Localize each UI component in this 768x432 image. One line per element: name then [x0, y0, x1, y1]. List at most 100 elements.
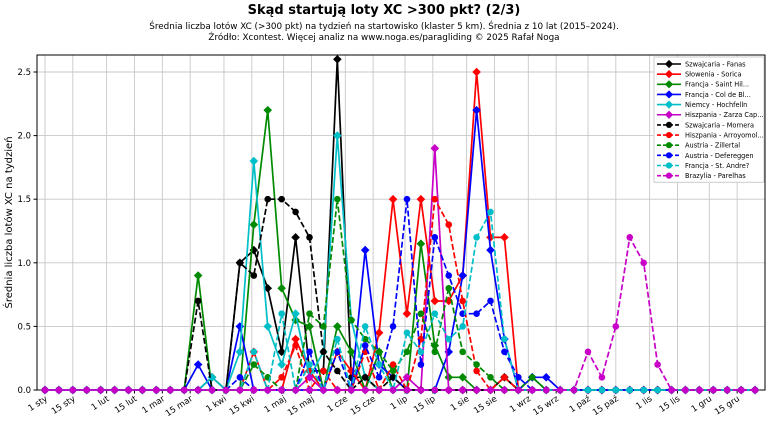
data-point-circle	[306, 310, 313, 317]
data-point-circle	[665, 162, 673, 169]
data-point-circle	[640, 259, 647, 267]
data-point-circle	[250, 348, 258, 356]
data-point-circle	[278, 195, 285, 203]
series-line	[45, 199, 756, 393]
legend-item: Francja - St. Andre?	[657, 162, 750, 170]
data-point-circle	[194, 297, 202, 305]
data-point-circle	[166, 386, 174, 394]
data-point-circle	[403, 348, 411, 356]
data-point-circle	[528, 373, 536, 381]
data-point-circle	[194, 386, 202, 394]
data-point-circle	[389, 373, 397, 381]
data-point-circle	[640, 386, 647, 394]
data-point-circle	[542, 386, 550, 394]
data-point-circle	[83, 386, 91, 394]
x-tick-label: 1 sie	[449, 394, 471, 413]
series-7	[41, 195, 759, 394]
data-point-circle	[431, 234, 439, 241]
data-point-diamond	[249, 156, 259, 166]
x-tick-label: 15 mar	[164, 394, 195, 419]
data-point-circle	[292, 386, 299, 394]
x-tick-label: 1 lis	[634, 394, 654, 412]
data-point-circle	[69, 386, 77, 394]
data-point-diamond	[458, 271, 467, 280]
series-8	[41, 195, 759, 394]
x-tick-label: 1 gru	[690, 394, 714, 415]
data-point-circle	[487, 208, 494, 216]
legend-box	[653, 56, 765, 183]
data-point-diamond	[305, 372, 314, 382]
data-point-circle	[278, 310, 285, 317]
data-point-diamond	[235, 322, 245, 331]
data-point-circle	[375, 386, 383, 394]
data-point-circle	[723, 386, 731, 394]
legend-item: Francja - Saint Hil...	[657, 80, 749, 89]
data-point-diamond	[486, 233, 495, 242]
data-point-circle	[665, 142, 673, 149]
data-point-circle	[264, 386, 272, 394]
data-point-circle	[250, 361, 258, 368]
data-point-circle	[431, 386, 439, 394]
data-point-circle	[250, 386, 258, 394]
legend-label: Francja - Saint Hil...	[685, 81, 749, 89]
data-point-circle	[334, 367, 341, 375]
data-point-circle	[459, 348, 466, 356]
chart-source-credit: Źródło: Xcontest. Więcej analiz na www.n…	[208, 33, 560, 43]
data-point-circle	[417, 386, 425, 394]
data-point-diamond	[664, 110, 674, 119]
data-point-diamond	[430, 296, 440, 306]
data-point-circle	[709, 386, 717, 394]
data-point-diamond	[416, 239, 426, 249]
data-point-circle	[626, 234, 634, 241]
x-tick-label: 1 paź	[568, 394, 593, 415]
legend-label: Francja - St. Andre?	[685, 162, 750, 170]
data-point-circle	[528, 386, 536, 394]
series-line	[45, 71, 756, 392]
data-point-circle	[501, 386, 508, 394]
data-point-diamond	[388, 194, 398, 204]
data-point-circle	[41, 386, 49, 394]
data-point-circle	[473, 310, 480, 317]
x-tick-label: 15 sie	[472, 394, 499, 416]
y-tick-label: 2.0	[17, 132, 31, 142]
data-point-circle	[375, 361, 383, 368]
data-point-circle	[180, 386, 188, 394]
data-point-circle	[473, 234, 480, 241]
data-point-circle	[389, 386, 397, 394]
data-point-circle	[250, 272, 258, 279]
data-point-circle	[403, 386, 411, 394]
data-point-diamond	[263, 105, 273, 115]
data-point-circle	[751, 386, 759, 394]
x-tick-label: 15 lis	[658, 394, 683, 415]
data-point-circle	[334, 195, 341, 203]
data-point-circle	[278, 373, 285, 381]
data-point-diamond	[402, 309, 412, 318]
data-point-circle	[417, 361, 425, 368]
data-point-diamond	[277, 360, 286, 369]
data-point-circle	[445, 335, 453, 343]
data-point-circle	[389, 323, 397, 330]
x-tick-label: 1 sty	[27, 394, 50, 414]
data-point-circle	[334, 386, 341, 394]
data-point-circle	[347, 386, 355, 394]
series-line	[45, 209, 756, 394]
data-point-circle	[445, 221, 453, 228]
data-point-circle	[97, 386, 104, 394]
data-point-circle	[612, 386, 620, 394]
data-point-circle	[487, 297, 494, 305]
series-9	[41, 195, 759, 394]
data-point-circle	[292, 208, 299, 216]
data-point-diamond	[346, 347, 356, 357]
legend-label: Francja - Col de Bl...	[685, 91, 751, 99]
legend-label: Hiszpania - Arroyomol...	[685, 131, 764, 139]
data-point-diamond	[235, 347, 245, 357]
data-point-circle	[515, 373, 522, 381]
series-line	[45, 234, 756, 391]
data-point-circle	[626, 386, 634, 394]
data-point-circle	[389, 367, 397, 375]
legend: Szwajcaria - Fanas Słowenia - Sorica Franc…	[653, 56, 765, 183]
data-point-circle	[264, 195, 272, 203]
data-point-circle	[55, 386, 63, 394]
